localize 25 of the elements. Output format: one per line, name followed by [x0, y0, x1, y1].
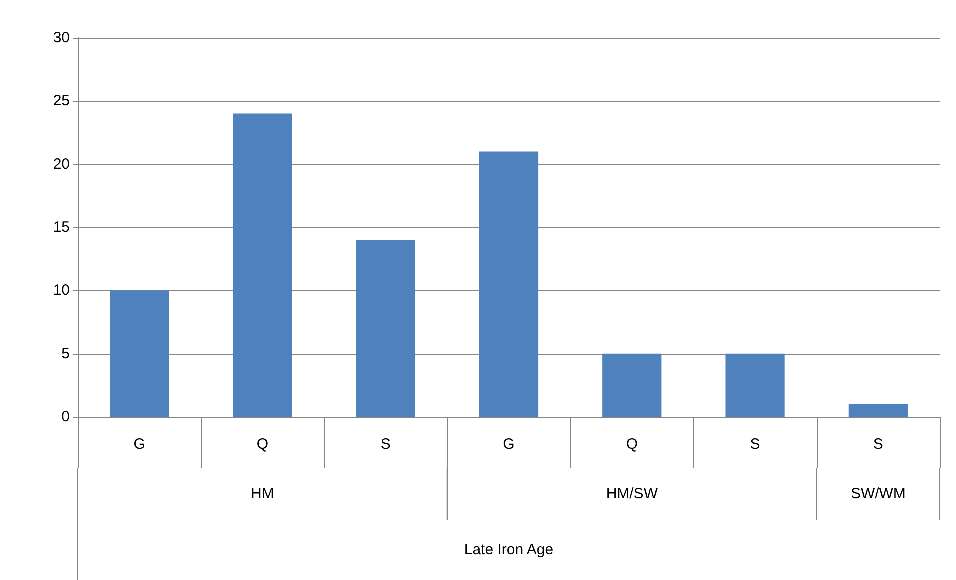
bar [110, 290, 170, 417]
y-tick-label: 0 [62, 408, 70, 426]
x-tick-label: G [503, 436, 515, 453]
y-tick-label: 20 [53, 156, 70, 173]
y-tick-label: 30 [53, 30, 70, 46]
y-tick-label: 25 [53, 92, 70, 110]
x-tick-label: S [750, 436, 760, 453]
y-tick-label: 5 [62, 345, 70, 362]
bar [726, 354, 785, 417]
text: Late Iron Age [464, 542, 554, 558]
text: HM [251, 486, 274, 502]
bar [602, 354, 662, 417]
x-tick-label: S [873, 436, 884, 453]
x-tick-label: Q [256, 436, 269, 453]
x-tick-label: G [134, 436, 146, 453]
y-tick-label: 15 [53, 219, 70, 236]
x-tick-label: Q [626, 436, 638, 453]
bar [356, 240, 416, 417]
x-tick-label: S [380, 436, 391, 453]
text: SW/WM [850, 486, 906, 502]
bar [233, 114, 292, 417]
bar [479, 152, 539, 417]
y-tick-label: 10 [53, 282, 70, 300]
bar [848, 404, 908, 417]
text: HM/SW [606, 486, 659, 502]
